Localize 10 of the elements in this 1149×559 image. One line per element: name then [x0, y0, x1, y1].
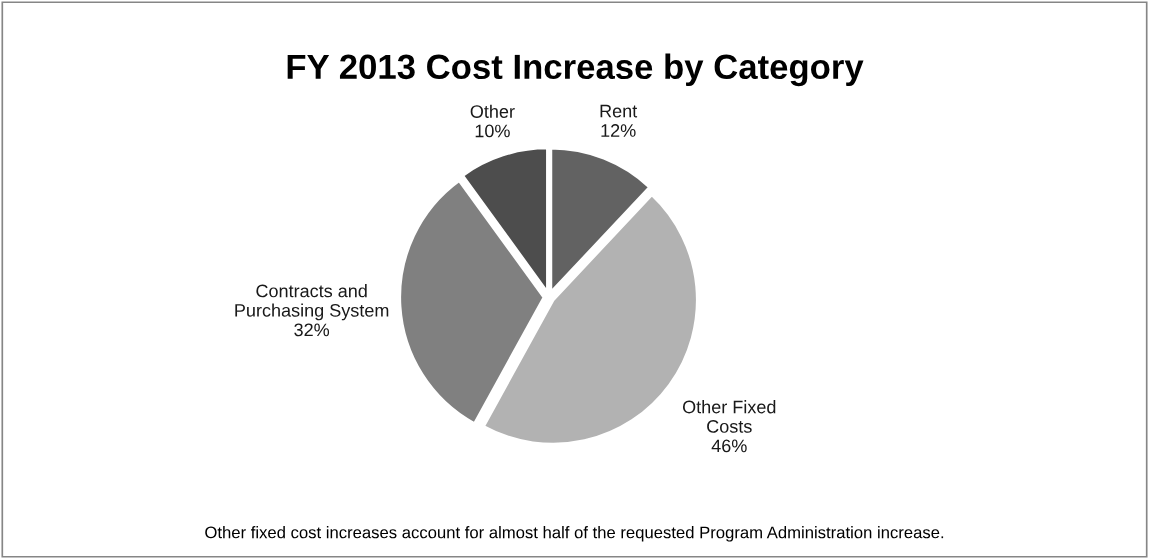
- slice-label: Rent: [600, 104, 638, 118]
- data-label: 10%: [475, 124, 510, 138]
- data-label: 32%: [294, 323, 330, 337]
- data-label: 12%: [601, 124, 636, 137]
- data-label: 46%: [711, 439, 747, 453]
- slice-label: Contracts and Purchasing System: [235, 284, 389, 321]
- slice-label: Other Fixed Costs: [682, 400, 776, 433]
- text: Other fixed cost increases account for almost half of the requested Program Administration increase.: [205, 526, 944, 542]
- slice-label: Other: [470, 104, 515, 118]
- chart-title: FY 2013 Cost Increase by Category: [287, 53, 864, 87]
